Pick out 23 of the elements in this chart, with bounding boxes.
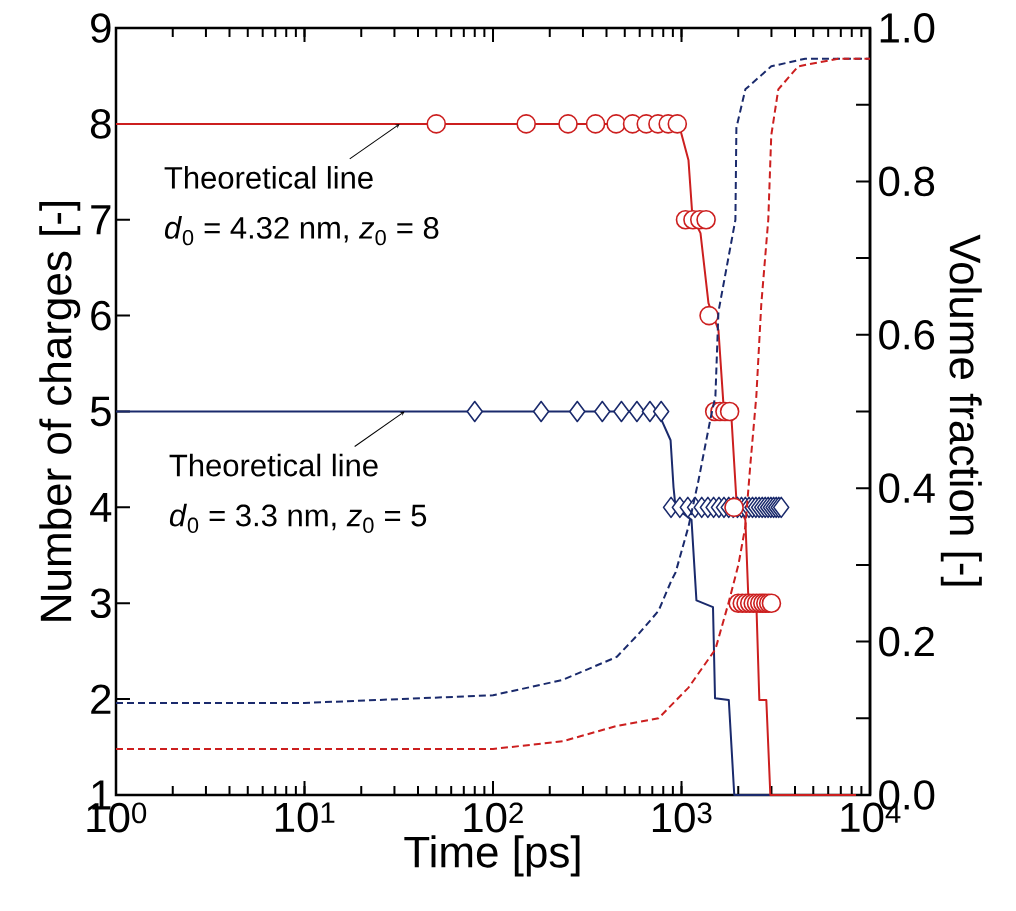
y2-axis-title: Volume fraction [-] <box>940 234 982 586</box>
y-tick-label: 5 <box>90 396 111 427</box>
y-axis-title: Number of charges [-] <box>39 201 81 621</box>
annotation: Theoretical line <box>164 166 373 189</box>
y-tick-label: 2 <box>91 684 111 714</box>
x-tick-label: 10$^{2}$ <box>464 802 523 833</box>
y-tick-label: 7 <box>91 205 111 235</box>
y-tick-label: 6 <box>91 300 111 331</box>
x-axis-title: Time [ps] <box>404 835 580 877</box>
y-tick-label: 8 <box>90 109 111 139</box>
y-tick-label: 9 <box>91 13 111 43</box>
y2-tick-label: 0.8 <box>879 166 935 197</box>
y2-tick-label: 0.6 <box>879 319 935 350</box>
x-tick-label: 10$^{3}$ <box>652 802 712 833</box>
y-tick-label: 4 <box>90 492 112 522</box>
y2-tick-label: 0.4 <box>879 473 935 504</box>
y2-tick-label: 1.0 <box>880 13 935 43</box>
annotation: d$_{0}$ = 4.32 nm, z$_{0}$ = 8 <box>164 216 439 246</box>
y2-tick-label: 0.2 <box>879 626 934 657</box>
x-tick-label: 10$^{1}$ <box>275 802 335 833</box>
annotation: d$_{0}$ = 3.3 nm, z$_{0}$ = 5 <box>169 503 427 533</box>
y-tick-label: 3 <box>90 588 111 619</box>
annotation: Theoretical line <box>169 453 378 477</box>
